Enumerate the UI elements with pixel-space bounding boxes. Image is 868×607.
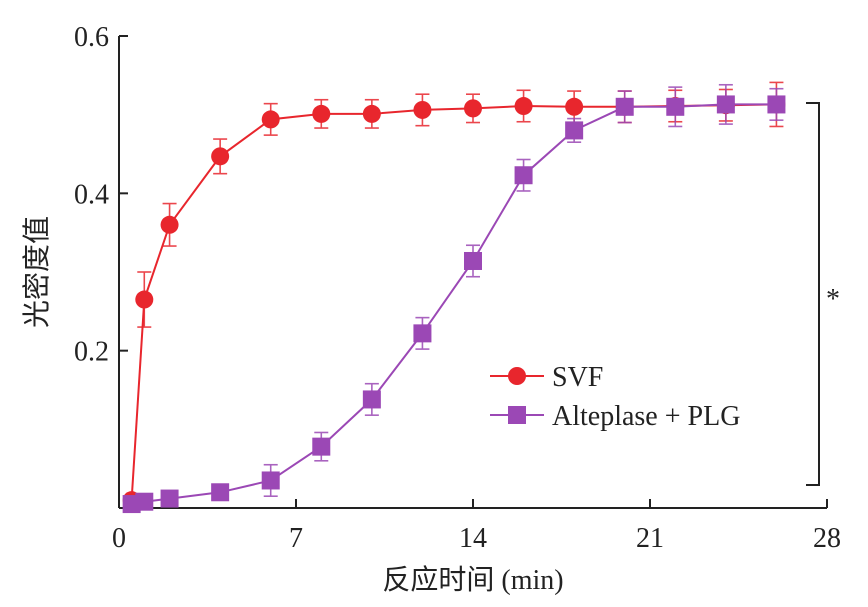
y-tick-label: 0.2 bbox=[74, 337, 109, 368]
data-point-alteplase-plg bbox=[160, 489, 179, 508]
data-point-svf bbox=[565, 97, 584, 116]
series-line-alteplase-plg bbox=[131, 103, 777, 506]
data-point-svf bbox=[312, 104, 331, 123]
data-point-alteplase-plg bbox=[767, 95, 786, 114]
data-point-svf bbox=[413, 100, 432, 119]
data-point-alteplase-plg bbox=[615, 97, 634, 116]
data-point-alteplase-plg bbox=[261, 471, 280, 490]
data-point-svf bbox=[160, 215, 179, 234]
data-point-alteplase-plg bbox=[362, 390, 381, 409]
data-point-alteplase-plg bbox=[514, 166, 533, 185]
data-point-svf bbox=[362, 104, 381, 123]
data-point-svf bbox=[261, 110, 280, 129]
y-tick-label: 0.4 bbox=[74, 179, 109, 210]
series-svf bbox=[122, 81, 786, 510]
data-point-svf bbox=[464, 99, 482, 118]
y-axis-title: 光密度值 bbox=[21, 216, 53, 328]
legend-item-alteplase-plg: Alteplase + PLG bbox=[490, 401, 740, 432]
data-point-alteplase-plg bbox=[716, 95, 735, 114]
legend-label-svf: SVF bbox=[552, 362, 603, 393]
data-point-alteplase-plg bbox=[135, 492, 154, 511]
data-point-alteplase-plg bbox=[211, 483, 230, 502]
x-tick-label: 14 bbox=[459, 523, 487, 554]
x-tick-label: 7 bbox=[289, 523, 303, 554]
data-point-alteplase-plg bbox=[666, 97, 685, 116]
legend-marker-svf bbox=[508, 367, 526, 385]
data-point-svf bbox=[135, 290, 154, 309]
series-layer bbox=[122, 81, 786, 514]
x-axis-title: 反应时间 (min) bbox=[382, 564, 563, 596]
series-alteplase-plg bbox=[122, 83, 786, 514]
legend-marker-alteplase-plg bbox=[508, 406, 526, 424]
y-tick-label: 0.6 bbox=[74, 22, 109, 53]
significance-marker: * bbox=[826, 284, 840, 315]
data-point-svf bbox=[211, 147, 230, 166]
data-point-svf bbox=[514, 97, 533, 116]
series-line-svf bbox=[130, 103, 777, 501]
legend-label-alteplase-plg: Alteplase + PLG bbox=[552, 401, 740, 432]
x-tick-label: 28 bbox=[813, 523, 841, 554]
significance-bracket bbox=[806, 102, 820, 486]
data-point-alteplase-plg bbox=[312, 437, 331, 456]
x-tick-label: 21 bbox=[636, 523, 664, 554]
ticks-group: 0 7 14 21 28 0.2 0.4 0.6 bbox=[74, 22, 841, 554]
legend-item-svf: SVF bbox=[490, 362, 603, 393]
x-tick-label: 0 bbox=[112, 523, 126, 554]
data-point-alteplase-plg bbox=[565, 121, 584, 140]
data-point-alteplase-plg bbox=[413, 324, 432, 343]
data-point-alteplase-plg bbox=[464, 251, 482, 270]
legend: SVF Alteplase + PLG bbox=[490, 362, 740, 432]
